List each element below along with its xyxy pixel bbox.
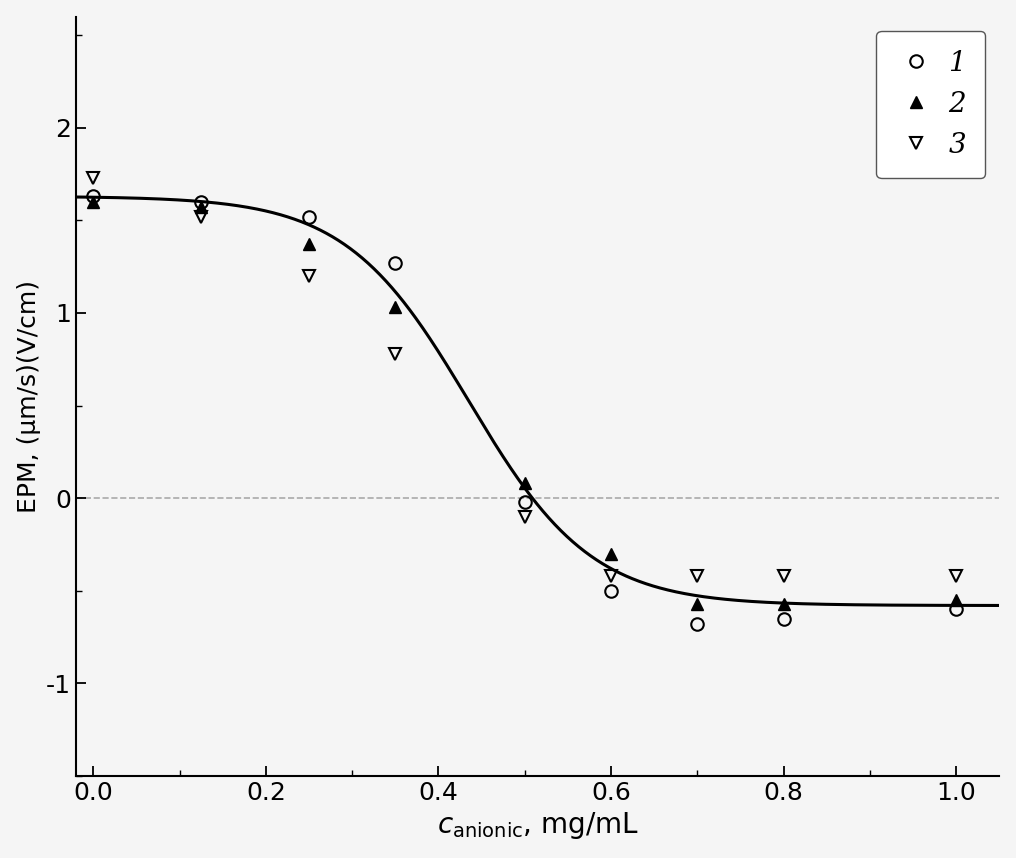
2 [519, 478, 531, 488]
1 [691, 619, 703, 629]
3 [195, 212, 207, 222]
3 [87, 172, 100, 183]
2 [303, 239, 315, 250]
1 [303, 212, 315, 222]
2 [950, 595, 962, 605]
2 [389, 302, 401, 312]
2 [605, 548, 617, 559]
2 [195, 202, 207, 213]
1 [519, 497, 531, 507]
1 [950, 604, 962, 614]
3 [691, 571, 703, 581]
1 [87, 191, 100, 202]
1 [605, 586, 617, 596]
1 [777, 613, 789, 624]
Line: 2: 2 [87, 196, 962, 610]
3 [303, 271, 315, 281]
Y-axis label: EPM, (μm/s)(V/cm): EPM, (μm/s)(V/cm) [16, 280, 41, 513]
2 [777, 599, 789, 609]
Line: 3: 3 [87, 172, 962, 583]
Legend: 1, 2, 3: 1, 2, 3 [876, 31, 986, 178]
X-axis label: $c_{\mathrm{anionic}}$, mg/mL: $c_{\mathrm{anionic}}$, mg/mL [437, 810, 639, 842]
1 [389, 257, 401, 268]
2 [87, 196, 100, 207]
2 [691, 599, 703, 609]
3 [519, 511, 531, 522]
3 [950, 571, 962, 581]
Line: 1: 1 [87, 190, 962, 631]
3 [777, 571, 789, 581]
1 [195, 196, 207, 207]
3 [605, 571, 617, 581]
3 [389, 348, 401, 359]
